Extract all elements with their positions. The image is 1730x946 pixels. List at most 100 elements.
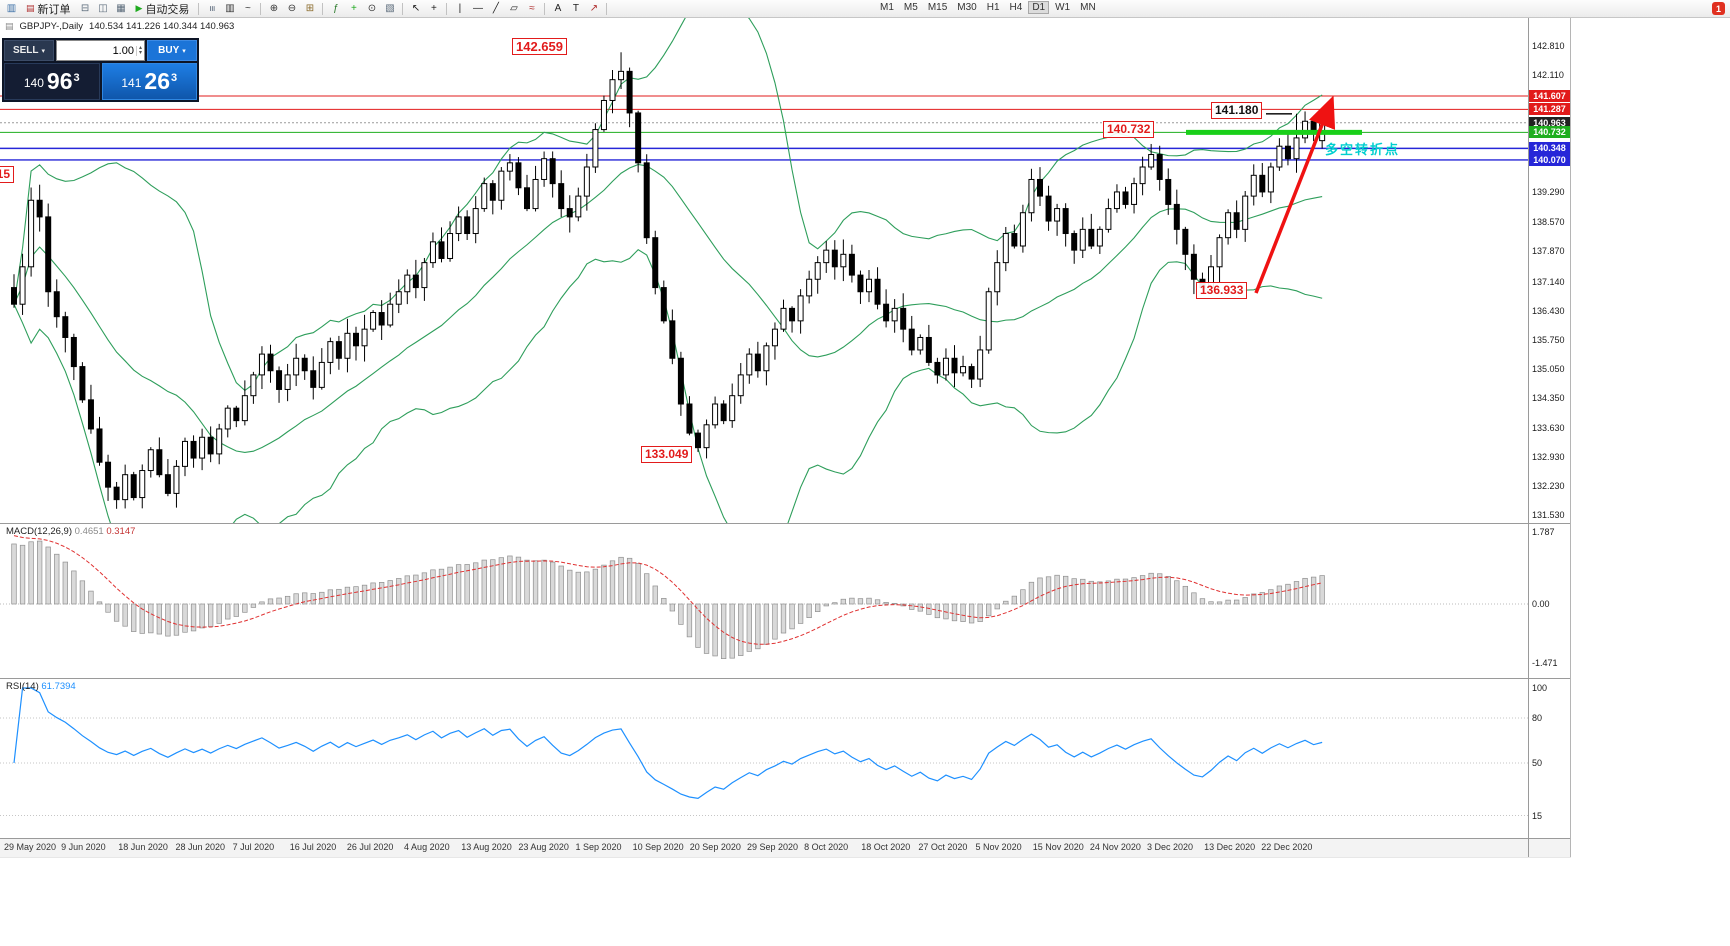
notification-badge-icon[interactable]: 1 <box>1712 2 1725 15</box>
new-order-button-label: 新订单 <box>37 3 71 16</box>
price-axis-label: 139.290 <box>1532 187 1565 198</box>
volume-stepper[interactable]: ▴▾ <box>56 40 145 61</box>
terminal-icon[interactable]: ▦ <box>116 3 126 14</box>
spinner-arrows-icon[interactable]: ▴ ▾ <box>135 45 144 56</box>
navigator-icon[interactable]: ◫ <box>98 3 108 14</box>
candles-chart-icon[interactable]: ▥ <box>225 3 235 14</box>
date-axis-label: 27 Oct 2020 <box>918 842 968 852</box>
date-axis-label: 5 Nov 2020 <box>975 842 1022 852</box>
date-axis-label: 8 Oct 2020 <box>804 842 849 852</box>
chart-symbol-icon: ▤ <box>5 21 14 31</box>
date-axis-label: 18 Jun 2020 <box>118 842 168 852</box>
fibonacci-icon[interactable]: ≈ <box>529 3 535 14</box>
bars-chart-icon[interactable]: ≡ <box>206 5 218 12</box>
price-axis-label: 132.930 <box>1532 451 1565 462</box>
arrows-icon[interactable]: ↗ <box>589 3 599 14</box>
macd-value-1: 0.4651 <box>74 526 104 537</box>
price-tag: 141.607 <box>1529 90 1570 103</box>
trendline-icon[interactable]: ╱ <box>492 3 499 14</box>
timeframe-h1[interactable]: H1 <box>986 2 1000 13</box>
toolbar-separator <box>198 2 200 15</box>
timeframe-w1[interactable]: W1 <box>1055 2 1071 13</box>
chevron-down-icon: ▾ <box>182 47 186 55</box>
timeframe-m1[interactable]: M1 <box>880 2 894 13</box>
main-toolbar: ▥ ▤ 新订单 ⊟ ◫ ▦ ▶ 自动交易 ≡ ▥ ~ ⊕ ⊖ ⊞ ƒ + ⊙ ▧ ↖ + | — ╱ ▱ ≈ A T ↗ M1 M5 M1… <box>0 0 1730 18</box>
price-tag: 140.070 <box>1529 153 1570 166</box>
horizontal-line-icon[interactable]: — <box>472 3 483 14</box>
toolbar-separator <box>402 2 404 15</box>
price-scale-border <box>1528 17 1529 857</box>
annotation-note: 多空转折点 <box>1325 142 1401 157</box>
timeframe-mn[interactable]: MN <box>1080 2 1096 13</box>
time-scale[interactable] <box>0 838 1571 857</box>
auto-trading-button[interactable]: ▶ 自动交易 <box>131 1 195 16</box>
tile-windows-icon[interactable]: ⊞ <box>305 3 315 14</box>
timeframe-group: M1 M5 M15 M30 H1 H4 D1 W1 MN <box>876 1 1100 14</box>
timeframe-h4[interactable]: H4 <box>1009 2 1023 13</box>
text-icon[interactable]: A <box>554 3 562 14</box>
timeframe-m30[interactable]: M30 <box>957 2 977 13</box>
symbol-ohlc: 140.534 141.226 140.344 140.963 <box>89 21 235 32</box>
sell-price-button[interactable]: 140 96 3 <box>4 63 100 100</box>
volume-input[interactable] <box>57 43 136 58</box>
price-tag: 140.348 <box>1529 142 1570 155</box>
date-axis-label: 23 Aug 2020 <box>518 842 569 852</box>
macd-value-2: 0.3147 <box>106 526 136 537</box>
templates-icon[interactable]: ▧ <box>385 3 395 14</box>
date-axis-label: 16 Jul 2020 <box>289 842 337 852</box>
new-order-button-icon: ▤ <box>26 3 35 13</box>
date-axis-label: 24 Nov 2020 <box>1089 842 1141 852</box>
date-axis-label: 3 Dec 2020 <box>1147 842 1194 852</box>
line-chart-icon[interactable]: ~ <box>245 3 251 14</box>
date-axis-label: 28 Jun 2020 <box>175 842 225 852</box>
price-axis-label: 142.110 <box>1532 70 1564 81</box>
date-axis-label: 22 Dec 2020 <box>1261 842 1313 852</box>
auto-trading-button-icon: ▶ <box>135 3 143 13</box>
price-axis-label: 132.230 <box>1532 480 1565 491</box>
toolbar-icons: ▥ ▤ 新订单 ⊟ ◫ ▦ ▶ 自动交易 ≡ ▥ ~ ⊕ ⊖ ⊞ ƒ + ⊙ ▧ ↖ + | — ╱ ▱ ≈ A T ↗ <box>0 0 1730 17</box>
buy-price-frac: 3 <box>171 72 178 84</box>
rsi-axis-label: 15 <box>1532 810 1543 821</box>
text-label-icon[interactable]: T <box>572 3 579 14</box>
sell-button[interactable]: SELL ▾ <box>4 40 54 61</box>
price-label-box: 715 <box>0 166 15 183</box>
crosshair-icon[interactable]: + <box>431 3 437 14</box>
zoom-out-icon[interactable]: ⊖ <box>287 3 297 14</box>
date-axis-label: 13 Aug 2020 <box>461 842 512 852</box>
market-watch-icon[interactable]: ⊟ <box>80 3 90 14</box>
new-order-button[interactable]: ▤ 新订单 <box>21 1 76 16</box>
buy-price-button[interactable]: 141 26 3 <box>101 63 197 100</box>
auto-trading-button-label: 自动交易 <box>145 3 190 16</box>
rsi-axis-label: 50 <box>1532 758 1543 768</box>
chart-window-icon[interactable]: ▥ <box>6 3 17 14</box>
timeframe-m5[interactable]: M5 <box>903 2 918 13</box>
timeframe-d1[interactable]: D1 <box>1028 1 1050 14</box>
date-axis-label: 29 Sep 2020 <box>746 842 798 852</box>
date-axis-label: 15 Nov 2020 <box>1032 842 1084 852</box>
symbol-title: GBPJPY-,Daily <box>19 21 84 32</box>
symbol-info: ▤ GBPJPY-,Daily 140.534 141.226 140.344 … <box>5 21 234 32</box>
add-indicator-icon[interactable]: + <box>351 3 357 14</box>
one-click-trading-panel: SELL ▾ ▴▾ BUY ▾ 140 96 3 1 <box>2 38 199 102</box>
macd-indicator-label: MACD(12,26,9) 0.4651 0.3147 <box>6 526 135 537</box>
price-axis-label: 142.810 <box>1532 41 1565 51</box>
zoom-in-icon[interactable]: ⊕ <box>269 3 279 14</box>
vertical-line-icon[interactable]: | <box>458 3 462 14</box>
timeframe-m15[interactable]: M15 <box>927 2 948 13</box>
toolbar-separator <box>606 2 608 15</box>
rsi-axis-label: 100 <box>1532 683 1548 693</box>
price-axis-label: 135.050 <box>1532 363 1565 374</box>
price-label-box: 133.049 <box>641 446 693 463</box>
price-label-box: 142.659 <box>512 38 567 55</box>
buy-button[interactable]: BUY ▾ <box>147 40 197 61</box>
cycles-icon[interactable]: ⊙ <box>367 3 377 14</box>
price-tag: 140.732 <box>1529 126 1570 139</box>
equidistant-channel-icon[interactable]: ▱ <box>510 3 518 14</box>
buy-price-main: 141 <box>121 76 142 90</box>
cursor-icon[interactable]: ↖ <box>411 3 421 14</box>
buy-label: BUY <box>158 45 180 56</box>
date-axis-label: 9 Jun 2020 <box>61 842 106 852</box>
indicators-icon[interactable]: ƒ <box>333 3 339 14</box>
